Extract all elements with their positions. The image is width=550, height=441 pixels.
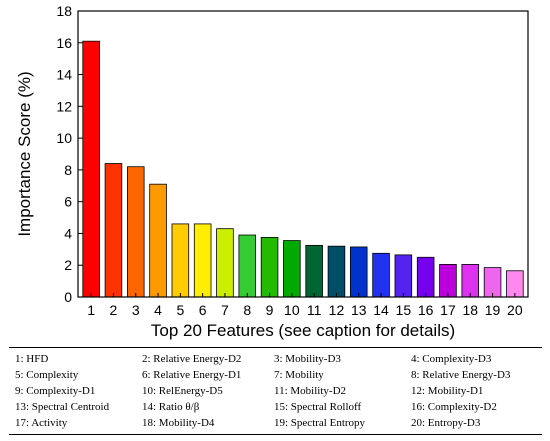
x-tick-label: 14 bbox=[373, 302, 389, 318]
legend-entry: 13: Spectral Centroid bbox=[15, 401, 110, 413]
legend-row: 1: HFD 2: Relative Energy-D2 3: Mobility-D… bbox=[15, 351, 542, 367]
bar-10 bbox=[283, 240, 301, 298]
bar-9 bbox=[260, 237, 279, 298]
y-tick-label: 18 bbox=[56, 3, 72, 19]
legend-entry: 5: Complexity bbox=[15, 369, 79, 381]
x-tick-label: 4 bbox=[154, 302, 162, 318]
bars-group bbox=[82, 40, 524, 298]
y-tick-label: 14 bbox=[56, 67, 72, 83]
legend-entry: 15: Spectral Rolloff bbox=[274, 401, 362, 413]
x-tick-label: 18 bbox=[462, 302, 478, 318]
y-tick-label: 0 bbox=[64, 289, 72, 305]
x-tick-label: 1 bbox=[87, 302, 95, 318]
y-tick-label: 4 bbox=[64, 225, 72, 241]
bar-11 bbox=[305, 244, 323, 298]
legend-entry: 16: Complexity-D2 bbox=[411, 401, 497, 413]
x-tick-label: 6 bbox=[199, 302, 207, 318]
x-tick-label: 5 bbox=[176, 302, 184, 318]
x-ticks-group: 1 2 3 4 5 6 7 8 9 10 11 12 13 14 15 16 17 18 19 20 bbox=[87, 293, 523, 318]
legend-entry: 1: HFD bbox=[15, 353, 49, 365]
legend-entry: 19: Spectral Entropy bbox=[274, 417, 366, 429]
bar-14 bbox=[372, 252, 390, 298]
bar-18 bbox=[461, 264, 480, 298]
legend-row: 17: Activity 18: Mobility-D4 19: Spectral … bbox=[15, 415, 542, 431]
bar-8 bbox=[238, 234, 257, 298]
legend-entry: 17: Activity bbox=[15, 417, 68, 429]
legend-entry: 9: Complexity-D1 bbox=[15, 385, 96, 397]
y-tick-label: 6 bbox=[64, 194, 72, 210]
bar-17 bbox=[439, 264, 457, 298]
legend-row: 9: Complexity-D1 10: RelEnergy-D5 11: Mobi… bbox=[15, 383, 542, 399]
bar-16 bbox=[416, 256, 435, 298]
y-tick-label: 2 bbox=[64, 257, 72, 273]
x-tick-label: 2 bbox=[110, 302, 118, 318]
bar-13 bbox=[349, 246, 368, 298]
legend-entry: 3: Mobility-D3 bbox=[274, 353, 341, 365]
legend-entry: 2: Relative Energy-D2 bbox=[142, 353, 242, 365]
bar-1 bbox=[82, 40, 100, 298]
legend-row: 13: Spectral Centroid 14: Ratio θ/β 15: Sp… bbox=[15, 399, 542, 415]
bar-12 bbox=[327, 245, 346, 298]
bar-6 bbox=[193, 223, 212, 298]
x-tick-label: 7 bbox=[221, 302, 229, 318]
x-tick-label: 15 bbox=[396, 302, 412, 318]
x-tick-label: 20 bbox=[507, 302, 523, 318]
legend-entry: 12: Mobility-D1 bbox=[411, 385, 484, 397]
y-axis-label: Importance Score (%) bbox=[15, 71, 34, 236]
legend-entry: 10: RelEnergy-D5 bbox=[142, 385, 223, 397]
x-tick-label: 8 bbox=[243, 302, 251, 318]
bar-5 bbox=[171, 223, 190, 298]
legend-entry: 8: Relative Energy-D3 bbox=[411, 369, 511, 381]
y-ticks-group: 0 2 4 6 8 10 12 14 16 18 bbox=[56, 3, 83, 305]
x-tick-label: 19 bbox=[485, 302, 501, 318]
x-tick-label: 9 bbox=[266, 302, 274, 318]
y-tick-label: 12 bbox=[56, 98, 72, 114]
x-tick-label: 13 bbox=[351, 302, 367, 318]
x-tick-label: 12 bbox=[329, 302, 345, 318]
x-tick-label: 3 bbox=[132, 302, 140, 318]
legend-row: 5: Complexity 6: Relative Energy-D1 7: Mob… bbox=[15, 367, 542, 383]
legend-entry: 20: Entropy-D3 bbox=[411, 417, 481, 429]
bar-19 bbox=[483, 267, 502, 298]
legend-entry: 4: Complexity-D3 bbox=[411, 353, 492, 365]
legend-entry: 11: Mobility-D2 bbox=[274, 385, 347, 397]
y-tick-label: 8 bbox=[64, 162, 72, 178]
bar-2 bbox=[104, 163, 123, 298]
legend-entry: 14: Ratio θ/β bbox=[142, 401, 200, 413]
plot-frame bbox=[77, 10, 529, 298]
legend-entry: 18: Mobility-D4 bbox=[142, 417, 215, 429]
x-tick-label: 10 bbox=[284, 302, 300, 318]
legend-entry: 6: Relative Energy-D1 bbox=[142, 369, 242, 381]
x-tick-label: 16 bbox=[418, 302, 434, 318]
x-tick-label: 11 bbox=[307, 302, 322, 318]
bar-4 bbox=[149, 183, 167, 298]
y-tick-label: 10 bbox=[56, 130, 72, 146]
bar-3 bbox=[126, 166, 145, 298]
bar-7 bbox=[216, 228, 234, 298]
feature-legend-table: 1: HFD 2: Relative Energy-D2 3: Mobility-D… bbox=[9, 347, 542, 435]
bar-15 bbox=[394, 254, 413, 298]
y-tick-label: 16 bbox=[56, 35, 72, 51]
x-axis-label: Top 20 Features (see caption for details… bbox=[151, 321, 455, 340]
legend-entry: 7: Mobility bbox=[274, 369, 324, 381]
x-tick-label: 17 bbox=[440, 302, 456, 318]
